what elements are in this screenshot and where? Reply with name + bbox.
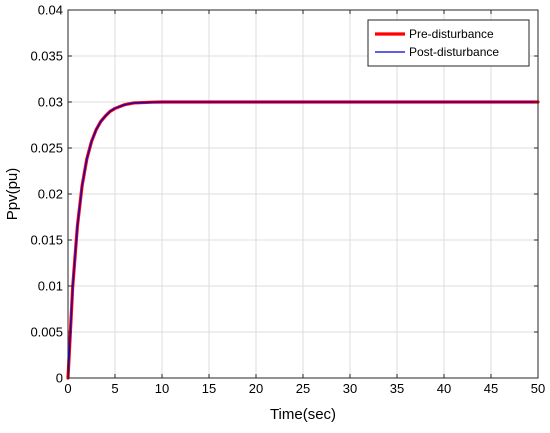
y-axis-label: Ppv(pu) [4, 168, 21, 221]
y-tick-label: 0.01 [38, 279, 63, 294]
legend-label-pre-disturbance: Pre-disturbance [409, 27, 494, 41]
y-tick-label: 0.035 [30, 49, 63, 64]
y-tick-label: 0.04 [38, 3, 63, 18]
y-tick-label: 0.015 [30, 233, 63, 248]
x-tick-label: 25 [296, 381, 310, 396]
axis-ticks: 0 5 10 15 20 25 30 35 40 45 50 0 0.005 0.01 0.015 0.02 0… [30, 3, 545, 397]
x-tick-label: 20 [249, 381, 263, 396]
y-tick-label: 0.005 [30, 325, 63, 340]
x-tick-label: 45 [484, 381, 498, 396]
legend-label-post-disturbance: Post-disturbance [409, 45, 499, 59]
x-tick-label: 30 [343, 381, 357, 396]
x-tick-label: 50 [531, 381, 545, 396]
series-line-post-disturbance [67, 101, 539, 379]
x-tick-label: 5 [111, 381, 118, 396]
x-tick-label: 35 [390, 381, 404, 396]
y-tick-label: 0 [56, 371, 63, 386]
series-lines [66, 100, 540, 380]
x-tick-label: 10 [155, 381, 169, 396]
x-tick-label: 40 [437, 381, 451, 396]
x-tick-label: 0 [64, 381, 71, 396]
y-tick-label: 0.03 [38, 95, 63, 110]
x-axis-label: Time(sec) [270, 406, 336, 423]
y-tick-label: 0.025 [30, 141, 63, 156]
legend: Pre-disturbance Post-disturbance [367, 19, 530, 67]
y-tick-label: 0.02 [38, 187, 63, 202]
x-tick-label: 15 [202, 381, 216, 396]
legend-box [367, 19, 530, 67]
